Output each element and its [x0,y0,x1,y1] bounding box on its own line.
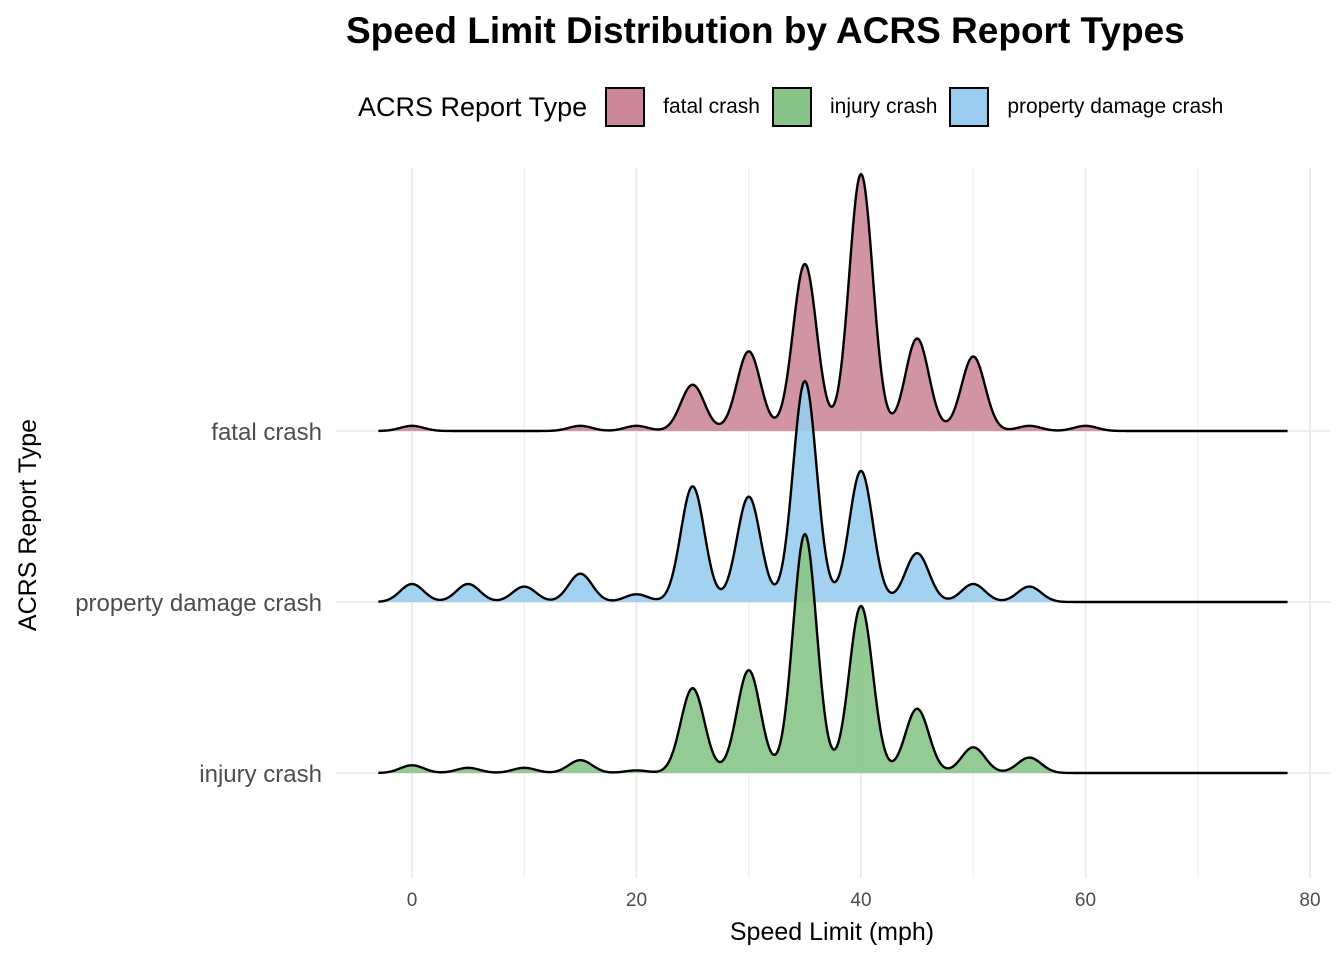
y-tick-label: fatal crash [211,419,322,446]
y-axis-title: ACRS Report Type [14,419,42,631]
legend-label-injury-crash: injury crash [830,95,938,118]
legend-key-property-damage-crash [949,87,990,127]
ridge-line-fatal-crash [378,172,1288,433]
x-tick-label: 20 [626,890,647,911]
ridge-line-injury-crash [378,532,1288,775]
y-tick-label: property damage crash [75,590,322,617]
x-tick-label: 40 [850,890,871,911]
x-axis: 0 20 40 60 80 [407,890,1321,911]
ridge-area-injury-crash [378,533,1288,773]
x-axis-title: Speed Limit (mph) [730,918,934,946]
legend-item-fatal-crash: fatal crash [605,87,760,127]
legend-key-injury-crash [772,87,812,127]
x-tick-label: 0 [407,890,418,911]
x-tick-label: 60 [1075,890,1096,911]
y-tick-label: injury crash [199,761,322,788]
ridge-area-fatal-crash [378,174,1288,431]
ridges [378,172,1288,775]
legend: ACRS Report Type fatal crash injury cras… [358,84,1235,130]
legend-item-injury-crash: injury crash [772,87,937,127]
legend-item-property-damage-crash: property damage crash [949,87,1223,127]
legend-title: ACRS Report Type [358,91,588,122]
legend-key-fatal-crash [605,87,646,127]
chart-title: Speed Limit Distribution by ACRS Report … [346,10,1185,51]
ridge-line-property-damage-crash [378,379,1288,604]
y-axis: fatal crash property damage crash injury c… [75,419,322,788]
legend-label-fatal-crash: fatal crash [663,95,760,118]
x-tick-label: 80 [1299,890,1320,911]
legend-label-property-damage-crash: property damage crash [1007,95,1224,118]
